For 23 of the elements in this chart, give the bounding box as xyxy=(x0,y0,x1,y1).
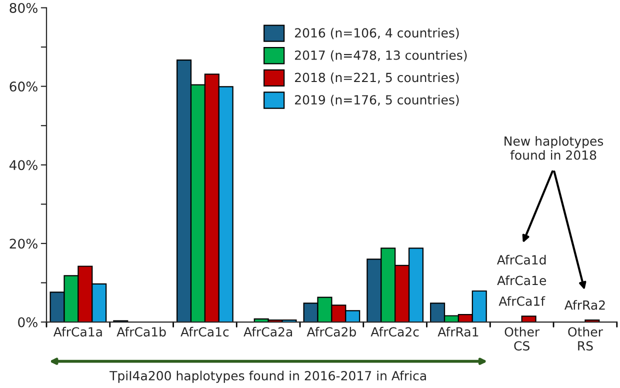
x-tick-label: AfrCa2c xyxy=(370,326,419,337)
x-tick-label: AfrCa1a xyxy=(53,326,102,337)
y-tick-label: 60% xyxy=(10,82,38,92)
x-tick-label: Other CS xyxy=(504,326,540,351)
x-tick-label: AfrCa2a xyxy=(244,326,292,337)
legend-label: 2016 (n=106, 4 countries) xyxy=(294,28,459,40)
x-tick-label: Other RS xyxy=(568,326,603,351)
y-tick-label: 0% xyxy=(18,317,38,328)
legend-label: 2017 (n=478, 13 countries) xyxy=(294,50,467,62)
legend-label: 2019 (n=176, 5 countries) xyxy=(294,94,459,106)
bar xyxy=(521,316,536,322)
legend-label: 2018 (n=221, 5 countries) xyxy=(294,72,459,84)
y-tick-label: 40% xyxy=(9,160,38,170)
annotation: New haplotypes found in 2018 xyxy=(504,136,604,160)
annotation: AfrCa1d AfrCa1e AfrCa1f xyxy=(496,254,546,306)
x-axis-title: TpiI4a200 haplotypes found in 2016-2017 in Africa xyxy=(110,370,426,383)
y-tick-label: 20% xyxy=(10,238,38,249)
x-tick-label: AfrCa1b xyxy=(116,326,166,337)
y-tick-label: 80% xyxy=(10,2,38,13)
x-tick-label: AfrRa1 xyxy=(438,326,478,337)
x-tick-label: AfrCa1c xyxy=(180,326,229,337)
annotation: AfrRa2 xyxy=(564,300,605,310)
x-tick-label: AfrCa2b xyxy=(306,326,356,337)
